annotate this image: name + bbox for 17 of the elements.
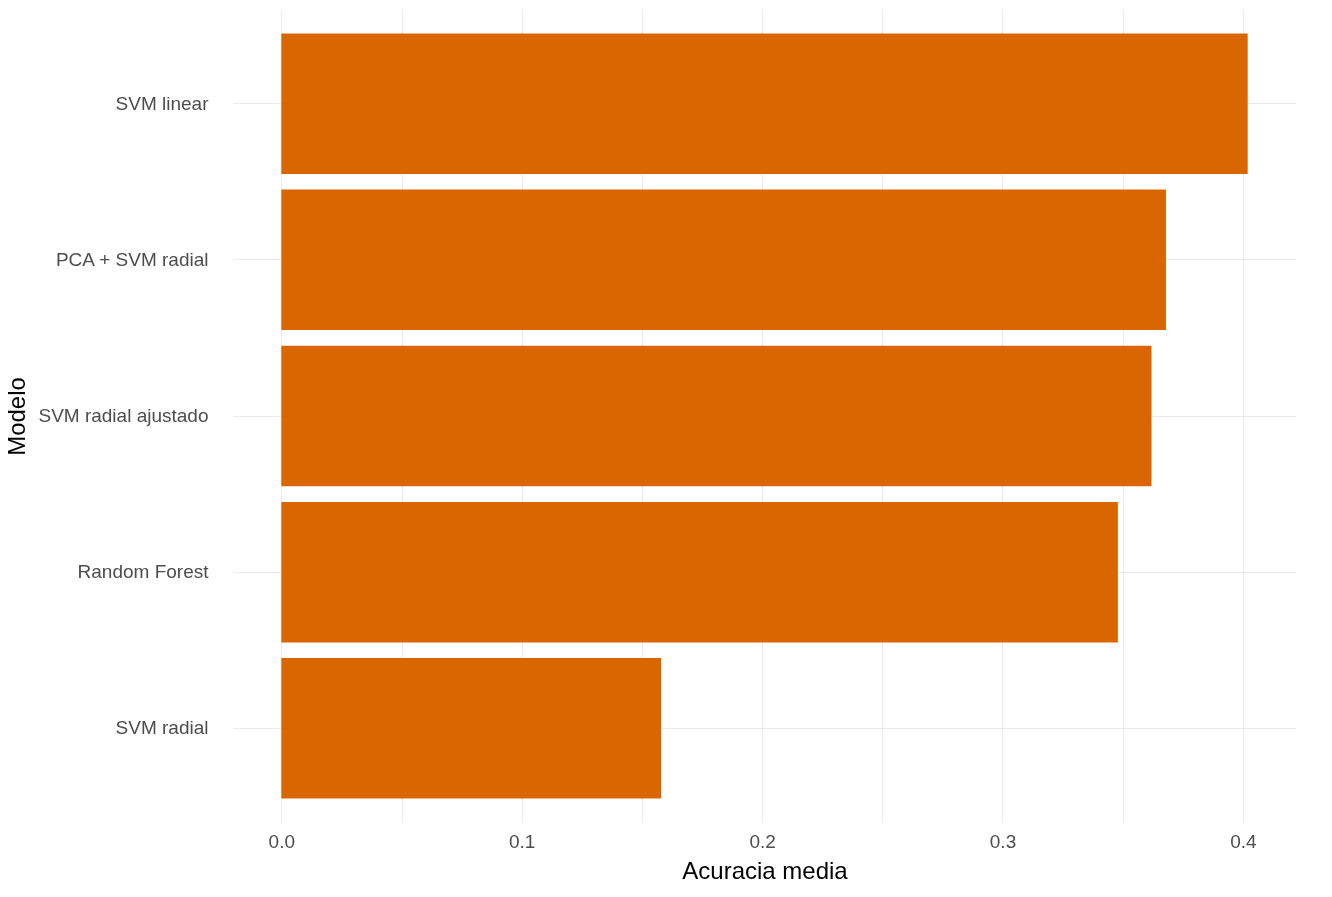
y-axis-title: Modelo [3,377,31,456]
bar [281,33,1248,174]
x-axis-title: Acuracia media [682,856,849,884]
x-tick-label: 0.0 [268,830,296,852]
x-tick-label: 0.1 [509,830,536,852]
x-tick-label: 0.4 [1230,830,1258,852]
bar [281,501,1118,643]
y-tick-label: Random Forest [77,561,210,583]
y-tick-label: PCA + SVM radial [55,248,209,270]
bar [281,189,1166,331]
y-tick-label: SVM radial [115,717,209,739]
x-tick-label: 0.2 [749,830,776,852]
y-tick-label: SVM linear [115,92,210,114]
bar [281,658,662,799]
bar [281,345,1152,487]
x-tick-label: 0.3 [989,830,1017,852]
y-tick-label: SVM radial ajustado [38,405,209,426]
